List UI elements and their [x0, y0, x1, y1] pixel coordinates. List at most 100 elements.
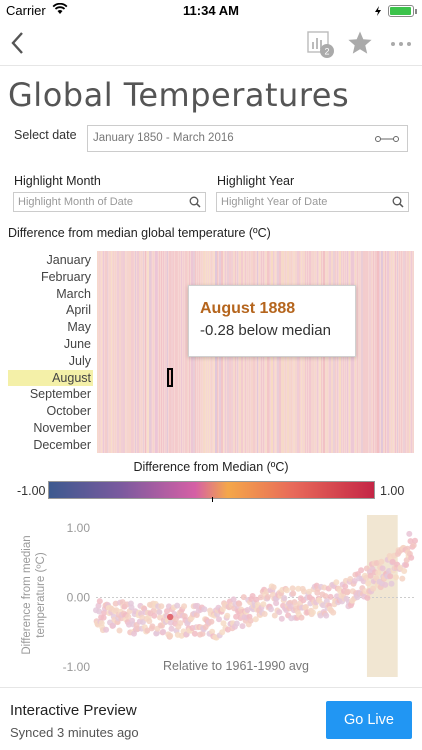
scatter-point	[344, 588, 351, 595]
status-time: 11:34 AM	[183, 3, 239, 18]
heatmap-tooltip: August 1888 -0.28 below median	[188, 285, 356, 357]
heatmap-column	[127, 251, 129, 453]
scatter-point	[249, 593, 256, 599]
scatter-point	[201, 606, 208, 613]
month-label: March	[56, 286, 91, 301]
heatmap-column	[167, 251, 168, 453]
scatter-point	[230, 596, 237, 603]
month-label: November	[33, 421, 91, 435]
battery-icon	[388, 5, 417, 17]
chart-annotation: Relative to 1961-1990 avg	[163, 659, 309, 673]
heatmap-column	[409, 251, 410, 453]
highlight-year-placeholder: Highlight Year of Date	[221, 196, 328, 208]
chart-share-icon[interactable]: 2	[306, 30, 336, 60]
scatter-point	[128, 604, 135, 611]
scatter-point	[309, 609, 316, 616]
scatter-point	[410, 542, 417, 549]
heatmap-column	[399, 251, 400, 453]
scatter-point	[247, 617, 254, 624]
star-icon[interactable]	[347, 30, 373, 56]
heatmap-column	[141, 251, 142, 453]
footer-sync-status: Synced 3 minutes ago	[10, 725, 139, 740]
heatmap-column	[173, 251, 174, 453]
heatmap-column	[139, 251, 140, 453]
heatmap-column	[129, 251, 131, 453]
scatter-point	[389, 558, 396, 565]
heatmap-column	[411, 251, 412, 453]
heatmap-column	[125, 251, 126, 453]
heatmap-column	[389, 251, 390, 453]
scatter-point	[302, 604, 309, 610]
heatmap-column	[109, 251, 111, 453]
scatter-point	[412, 537, 418, 544]
legend-max-label: 1.00	[380, 484, 405, 498]
heatmap-column	[177, 251, 178, 453]
y-axis-label: Difference from median temperature (ºC)	[21, 535, 47, 654]
scatter-point	[199, 630, 206, 637]
scatter-point	[167, 632, 174, 639]
selected-cell-marker[interactable]	[167, 368, 173, 387]
scatter-point	[323, 612, 330, 619]
scatter-point	[168, 625, 175, 632]
heatmap-column	[375, 251, 377, 453]
heatmap-column	[363, 251, 365, 453]
charging-icon	[375, 6, 381, 16]
heatmap-title: Difference from median global temperatur…	[8, 226, 271, 240]
scatter-point	[181, 603, 188, 610]
go-live-button[interactable]: Go Live	[326, 701, 412, 739]
heatmap-column	[369, 251, 371, 453]
scatter-point	[330, 609, 337, 616]
heatmap-column	[157, 251, 158, 453]
scatter-point	[283, 587, 290, 594]
scatter-point	[156, 609, 163, 616]
scatter-point	[301, 588, 307, 595]
scatter-point	[365, 580, 372, 587]
legend-tick	[212, 497, 213, 502]
scatter-point	[208, 618, 215, 625]
scatter-point	[253, 596, 260, 603]
status-bar: Carrier 11:34 AM	[0, 0, 422, 22]
y-tick-label: 0.00	[67, 591, 91, 605]
scatter-point	[149, 623, 156, 630]
heatmap-column	[361, 251, 363, 453]
month-label: December	[33, 437, 91, 452]
highlight-month-input[interactable]: Highlight Month of Date	[13, 192, 206, 212]
month-label: April	[65, 303, 91, 318]
scatter-point	[327, 593, 334, 600]
scatter-point	[358, 567, 365, 574]
heatmap-column	[169, 251, 171, 453]
month-label: June	[63, 337, 91, 351]
scatter-point	[295, 585, 302, 592]
scatter-point	[273, 600, 280, 607]
heatmap-column	[147, 251, 149, 453]
heatmap-column	[379, 251, 380, 453]
month-label: May	[67, 320, 91, 335]
tooltip-text: -0.28 below median	[200, 322, 331, 339]
scatter-point	[103, 626, 110, 633]
scatter-point	[233, 620, 240, 627]
heatmap-column	[395, 251, 396, 453]
heatmap-column	[183, 251, 184, 453]
scatter-point	[233, 613, 240, 620]
month-label: September	[29, 387, 91, 402]
scatter-point	[110, 622, 117, 629]
more-icon[interactable]	[389, 34, 413, 54]
color-legend-bar	[48, 481, 375, 499]
heatmap-column	[143, 251, 144, 453]
heatmap-column	[159, 251, 160, 453]
highlight-year-input[interactable]: Highlight Year of Date	[216, 192, 409, 212]
date-range-filter[interactable]: January 1850 - March 2016	[87, 125, 408, 152]
heatmap-column	[123, 251, 125, 453]
highlight-band	[366, 515, 398, 677]
heatmap-column	[381, 251, 383, 453]
heatmap-column	[119, 251, 121, 453]
heatmap-column	[185, 251, 187, 453]
highlight-year-label: Highlight Year	[217, 174, 295, 188]
chevron-left-icon[interactable]	[8, 30, 28, 56]
heatmap-column	[181, 251, 182, 453]
temperature-scatter-chart[interactable]: 1.00 0.00 -1.00 Difference from median tempe…	[8, 510, 418, 680]
heatmap-column	[151, 251, 152, 453]
scatter-point	[125, 613, 132, 620]
month-label: July	[68, 353, 91, 368]
scatter-point	[220, 620, 227, 627]
